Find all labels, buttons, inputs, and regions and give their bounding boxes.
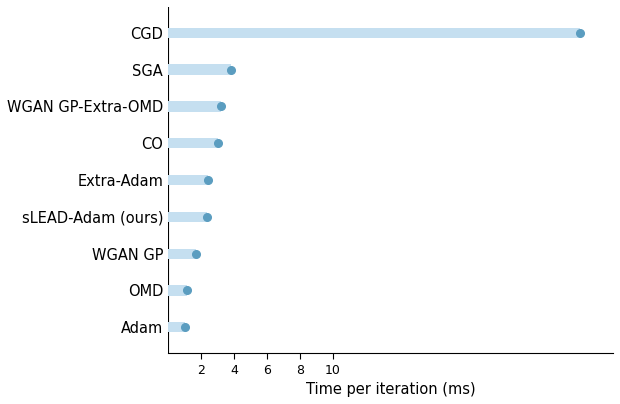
Bar: [168, 322, 185, 332]
Bar: [168, 248, 196, 259]
Bar: [168, 138, 218, 148]
Bar: [168, 64, 231, 75]
Bar: [168, 101, 221, 112]
Bar: [168, 212, 207, 222]
Bar: [168, 285, 187, 296]
Bar: [168, 175, 208, 185]
X-axis label: Time per iteration (ms): Time per iteration (ms): [306, 382, 476, 397]
Bar: [168, 27, 580, 38]
